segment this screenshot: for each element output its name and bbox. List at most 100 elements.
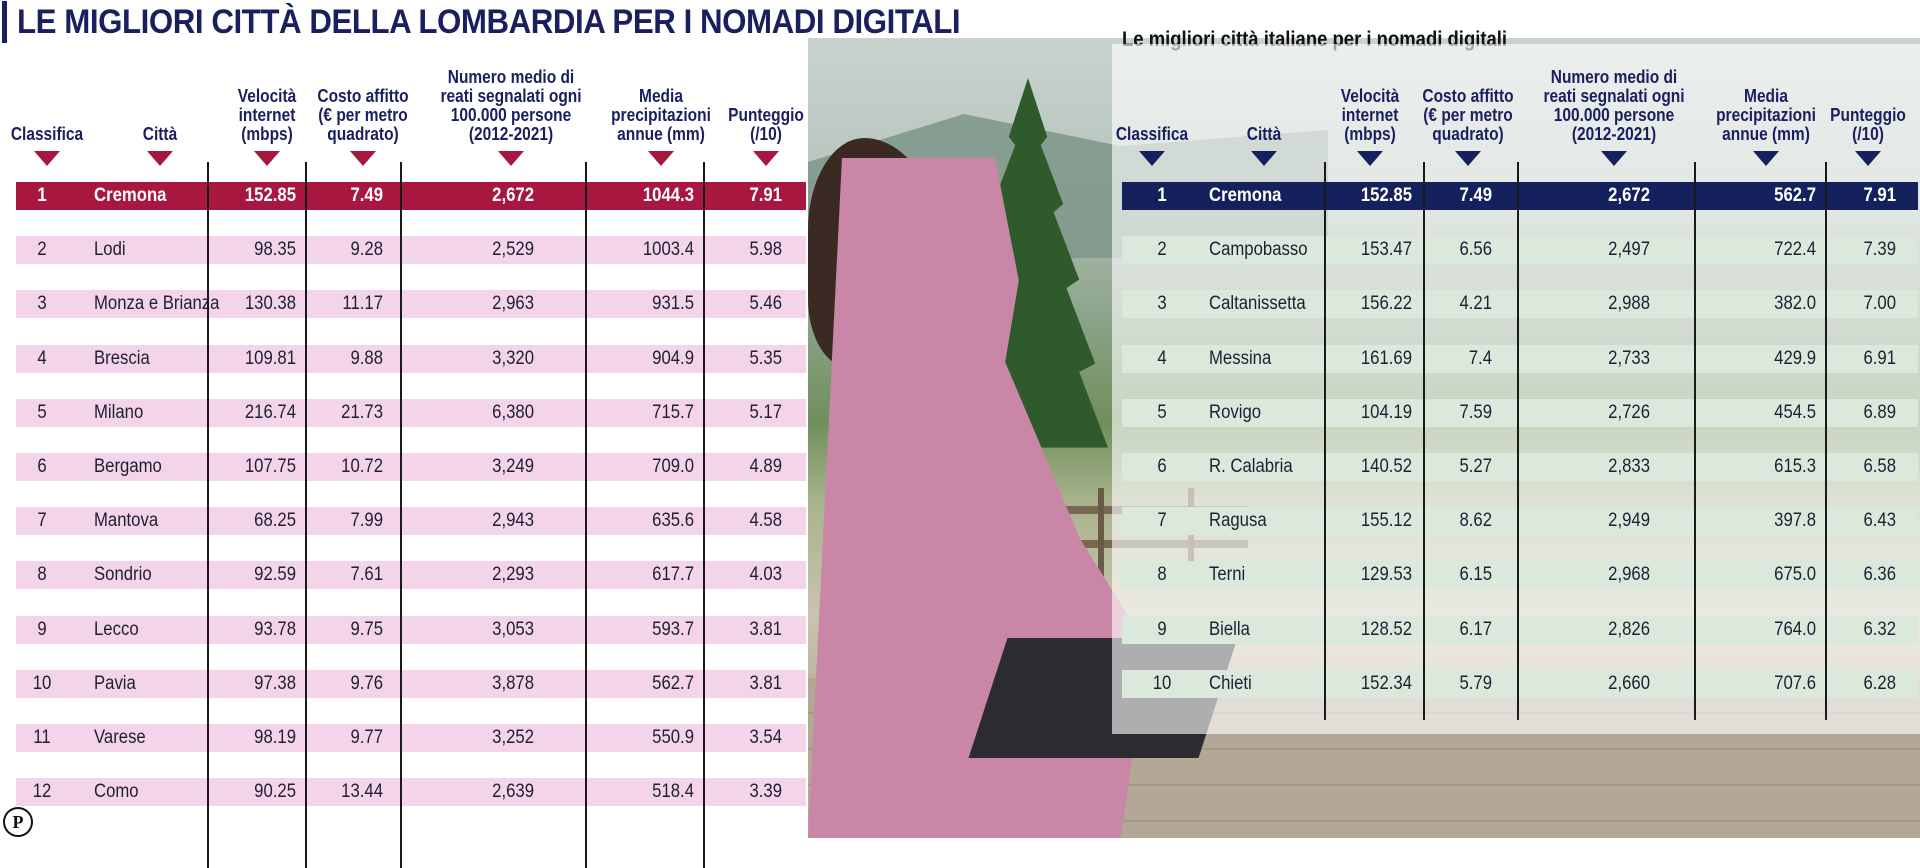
table-cell-rainfall: 764.0 — [1774, 618, 1816, 640]
table-cell-crime-rate: 3,053 — [492, 618, 534, 640]
table-cell-city: Como — [94, 781, 139, 803]
table-cell-crime-rate: 2,833 — [1608, 456, 1650, 477]
table-cell-rent-cost: 5.79 — [1459, 672, 1492, 694]
table-cell-crime-rate: 2,672 — [1608, 185, 1650, 206]
table-cell-city: Sondrio — [94, 564, 152, 586]
table-cell-rainfall: 429.9 — [1774, 347, 1816, 369]
table-cell-city: Pavia — [94, 672, 136, 694]
table-cell-score: 3.54 — [749, 727, 782, 748]
sort-arrow-icon — [254, 151, 280, 166]
table-cell-internet-speed: 68.25 — [254, 510, 296, 532]
table-cell-score: 3.81 — [749, 672, 782, 694]
table-cell-city: Rovigo — [1209, 401, 1262, 423]
table-cell-rainfall: 904.9 — [652, 347, 694, 369]
table-cell-rainfall: 397.8 — [1774, 510, 1816, 532]
table-cell-rank: 2 — [37, 239, 47, 261]
table-cell-city: Ragusa — [1209, 510, 1267, 532]
table-cell-rank: 9 — [1157, 618, 1167, 640]
table-cell-rainfall: 617.7 — [652, 564, 694, 586]
sort-arrow-icon — [34, 151, 60, 166]
table-cell-rent-cost: 7.61 — [350, 564, 383, 586]
table-cell-score: 7.91 — [1863, 185, 1896, 206]
column-header-1: Città — [1246, 124, 1282, 144]
table-cell-internet-speed: 128.52 — [1360, 618, 1412, 640]
table-cell-rent-cost: 7.4 — [1468, 347, 1492, 369]
table-cell-internet-speed: 156.22 — [1360, 293, 1412, 315]
table-row: 5 Rovigo 104.19 7.59 2,726 454.5 6.89 — [1122, 398, 1918, 427]
table-cell-internet-speed: 152.34 — [1360, 672, 1412, 694]
table-cell-crime-rate: 3,249 — [492, 456, 534, 477]
table-cell-crime-rate: 3,878 — [492, 672, 534, 694]
table-cell-score: 4.89 — [749, 456, 782, 477]
table-cell-rent-cost: 9.28 — [350, 239, 383, 261]
table-cell-rainfall: 675.0 — [1774, 564, 1816, 586]
table-cell-crime-rate: 2,529 — [492, 239, 534, 261]
table-cell-rank: 4 — [37, 347, 47, 369]
table-row: 5 Milano 216.74 21.73 6,380 715.7 5.17 — [16, 398, 806, 427]
table-row: 7 Ragusa 155.12 8.62 2,949 397.8 6.43 — [1122, 507, 1918, 536]
table-cell-internet-speed: 216.74 — [244, 401, 296, 423]
table-cell-city: R. Calabria — [1209, 456, 1293, 477]
table-cell-city: Lodi — [94, 239, 126, 261]
table-cell-rank: 12 — [32, 781, 52, 803]
table-cell-rainfall: 615.3 — [1774, 456, 1816, 477]
table-cell-crime-rate: 6,380 — [492, 401, 534, 423]
table-cell-internet-speed: 152.85 — [1360, 185, 1412, 206]
table-cell-rank: 10 — [1152, 672, 1172, 694]
table-cell-rank: 6 — [1157, 456, 1167, 477]
table-cell-city: Bergamo — [94, 456, 162, 477]
column-divider — [207, 162, 209, 868]
column-divider — [400, 162, 402, 868]
table-cell-rent-cost: 6.15 — [1459, 564, 1492, 586]
table-cell-rainfall: 593.7 — [652, 618, 694, 640]
column-divider — [1517, 162, 1519, 720]
column-header-1: Città — [142, 124, 178, 144]
column-header-3: Costo affitto (€ per metro quadrato) — [317, 86, 409, 144]
table-cell-city: Caltanissetta — [1209, 293, 1306, 315]
table-cell-crime-rate: 2,660 — [1608, 672, 1650, 694]
table-cell-rainfall: 550.9 — [652, 727, 694, 748]
table-cell-rent-cost: 5.27 — [1459, 456, 1492, 477]
table-cell-crime-rate: 2,968 — [1608, 564, 1650, 586]
table-cell-crime-rate: 3,252 — [492, 727, 534, 748]
table-cell-rent-cost: 9.88 — [350, 347, 383, 369]
table-cell-rank: 5 — [1157, 401, 1167, 423]
italia-table: Classifica Città Velocità internet (mbps) C… — [1112, 44, 1920, 734]
table-cell-internet-speed: 155.12 — [1360, 510, 1412, 532]
table-cell-rainfall: 1003.4 — [642, 239, 694, 261]
table-cell-crime-rate: 3,320 — [492, 347, 534, 369]
table-cell-city: Chieti — [1209, 672, 1252, 694]
table-cell-city: Messina — [1209, 347, 1272, 369]
column-header-0: Classifica — [1115, 124, 1189, 144]
table-cell-internet-speed: 93.78 — [254, 618, 296, 640]
table-cell-crime-rate: 2,949 — [1608, 510, 1650, 532]
table-cell-rainfall: 709.0 — [652, 456, 694, 477]
table-cell-rank: 11 — [33, 727, 51, 748]
column-divider — [1324, 162, 1326, 720]
table-cell-rainfall: 562.7 — [1774, 185, 1816, 206]
table-row: 3 Caltanissetta 156.22 4.21 2,988 382.0 7.00 — [1122, 290, 1918, 319]
table-cell-internet-speed: 107.75 — [244, 456, 296, 477]
table-cell-rent-cost: 13.44 — [341, 781, 383, 803]
column-header-4: Numero medio di reati segnalati ogni 100… — [1543, 67, 1685, 144]
table-row: 12 Como 90.25 13.44 2,639 518.4 3.39 — [16, 778, 806, 807]
column-header-6: Punteggio (/10) — [1830, 105, 1906, 144]
page-title: LE MIGLIORI CITTÀ DELLA LOMBARDIA PER I … — [17, 2, 961, 41]
table-row: 3 Monza e Brianza 130.38 11.17 2,963 931.5 5.4… — [16, 290, 806, 319]
table-cell-score: 6.36 — [1863, 564, 1896, 586]
column-divider — [585, 162, 587, 868]
sort-arrow-icon — [1601, 151, 1627, 166]
table-cell-internet-speed: 109.81 — [244, 347, 296, 369]
title-block: LE MIGLIORI CITTÀ DELLA LOMBARDIA PER I … — [0, 0, 1042, 44]
table-cell-city: Biella — [1209, 618, 1250, 640]
sort-arrow-icon — [648, 151, 674, 166]
sort-arrow-icon — [147, 151, 173, 166]
table-cell-rent-cost: 7.99 — [350, 510, 383, 532]
table-cell-crime-rate: 2,943 — [492, 510, 534, 532]
table-cell-score: 7.91 — [749, 185, 782, 206]
table-cell-score: 5.46 — [749, 293, 782, 315]
table-cell-city: Cremona — [1209, 185, 1282, 206]
table-row: 4 Messina 161.69 7.4 2,733 429.9 6.91 — [1122, 344, 1918, 373]
table-cell-internet-speed: 97.38 — [254, 672, 296, 694]
table-row: 4 Brescia 109.81 9.88 3,320 904.9 5.35 — [16, 344, 806, 373]
